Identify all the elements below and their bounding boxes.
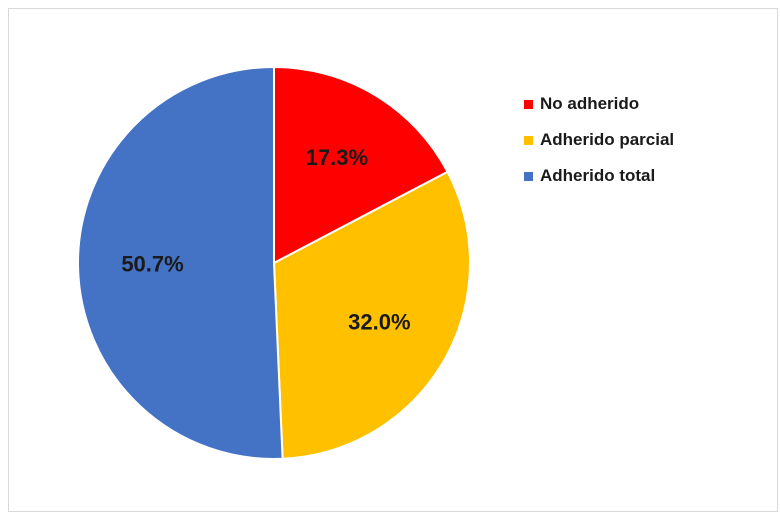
legend-swatch <box>524 99 533 109</box>
legend-swatch <box>524 171 533 181</box>
pie-slice-adherido-total <box>77 65 284 460</box>
chart-legend: No adherido Adherido parcial Adherido to… <box>524 86 674 194</box>
legend-item-adherido-total: Adherido total <box>524 158 674 194</box>
pie-slice-no-adherido <box>273 65 449 265</box>
data-label: 32.0% <box>348 309 410 334</box>
data-label: 50.7% <box>121 251 183 276</box>
legend-item-adherido-parcial: Adherido parcial <box>524 122 674 158</box>
legend-label: Adherido parcial <box>540 130 675 149</box>
legend-label: No adherido <box>540 94 640 113</box>
data-label: 17.3% <box>306 145 368 170</box>
legend-item-no-adherido: No adherido <box>524 86 674 122</box>
legend-swatch <box>524 135 533 145</box>
legend-label: Adherido total <box>540 166 656 185</box>
pie-slice-adherido-parcial <box>272 170 471 460</box>
